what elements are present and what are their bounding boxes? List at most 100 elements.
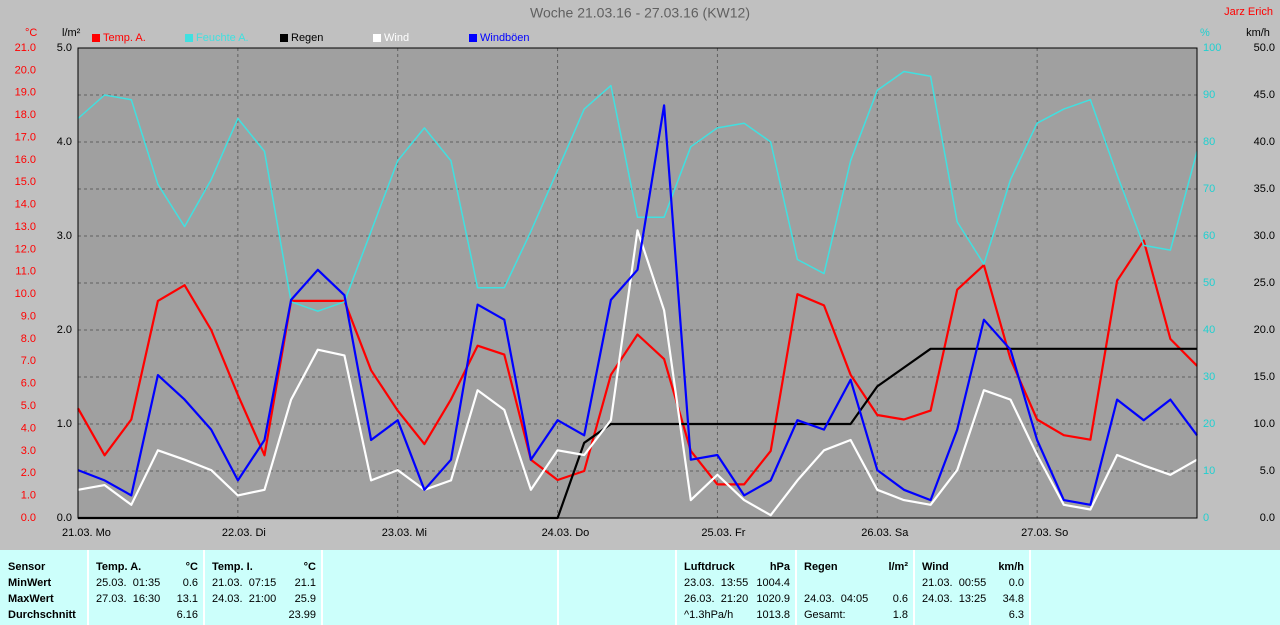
row-label: Durchschnitt [8,609,76,621]
y-tick-label: 1.0 [21,490,36,502]
y-tick-label: 8.0 [21,333,36,345]
cell-value: 13.1 [177,593,198,605]
y-tick-label: 4.0 [21,422,36,434]
cell-value: 21.1 [295,577,316,589]
x-tick-label: 22.03. Di [222,527,266,539]
column-unit: °C [186,561,198,573]
y-tick-label: 1.0 [57,418,72,430]
chart-title: Woche 21.03.16 - 27.03.16 (KW12) [530,5,750,21]
y-tick-label: 45.0 [1254,89,1275,101]
cell-label: 26.03. 21:20 [684,593,748,605]
y-tick-label: 17.0 [15,131,36,143]
series-line [77,70,1198,312]
cell-value: 0.6 [183,577,198,589]
y-tick-label: 7.0 [21,355,36,367]
column-title: Regen [804,561,838,573]
cell-value: 1.8 [893,609,908,621]
column-title: Wind [922,561,949,573]
y-tick-label: 11.0 [15,266,36,278]
cell-value: 0.0 [1009,577,1024,589]
y-tick-label: 25.0 [1254,277,1275,289]
y-tick-label: 80 [1203,136,1215,148]
cell-value: 6.3 [1009,609,1024,621]
y-tick-label: 2.0 [21,467,36,479]
x-tick-label: 25.03. Fr [701,527,745,539]
y-tick-label: 19.0 [15,87,36,99]
series-line [77,229,1198,517]
author: Jarz Erich [1224,6,1273,18]
y-tick-label: 14.0 [15,199,36,211]
y-tick-label: 60 [1203,230,1215,242]
cell-label: ^1.3hPa/h [684,609,733,621]
legend-label: Feuchte A. [196,32,249,44]
cell-label: 27.03. 16:30 [96,593,160,605]
cell-value: 1020.9 [756,593,790,605]
y-tick-label: 6.0 [21,378,36,390]
stats-background [0,550,1280,625]
y-tick-label: 18.0 [15,109,36,121]
y-tick-label: 20 [1203,418,1215,430]
x-tick-label: 27.03. So [1021,527,1068,539]
cell-label: Gesamt: [804,609,846,621]
legend-swatch [469,34,477,42]
cell-value: 1013.8 [756,609,790,621]
y-tick-label: 5.0 [21,400,36,412]
y-tick-label: 50.0 [1254,42,1275,54]
x-tick-label: 24.03. Do [542,527,590,539]
y-tick-label: 100 [1203,42,1221,54]
plot-area [77,47,1198,519]
legend-swatch [280,34,288,42]
row-label: MaxWert [8,593,54,605]
y-tick-label: 12.0 [15,243,36,255]
y-tick-label: 40.0 [1254,136,1275,148]
table-header: Sensor [8,561,46,573]
y-tick-label: 35.0 [1254,183,1275,195]
legend-swatch [185,34,193,42]
y-tick-label: 0.0 [1260,512,1275,524]
y-tick-label: 40 [1203,324,1215,336]
x-tick-label: 21.03. Mo [62,527,111,539]
cell-label: 23.03. 13:55 [684,577,748,589]
y-tick-label: 30.0 [1254,230,1275,242]
column-unit: hPa [770,561,791,573]
axis-unit: l/m² [62,27,81,39]
y-tick-label: 70 [1203,183,1215,195]
legend-swatch [92,34,100,42]
column-title: Luftdruck [684,561,736,573]
y-tick-label: 15.0 [15,176,36,188]
column-title: Temp. I. [212,561,253,573]
cell-value: 1004.4 [756,577,790,589]
y-tick-label: 0 [1203,512,1209,524]
y-tick-label: 0.0 [57,512,72,524]
column-unit: °C [304,561,316,573]
y-tick-label: 2.0 [57,324,72,336]
y-tick-label: 3.0 [57,230,72,242]
y-tick-label: 21.0 [15,42,36,54]
legend-label: Temp. A. [103,32,146,44]
series-line [77,104,1198,506]
cell-value: 6.16 [177,609,198,621]
cell-label: 24.03. 13:25 [922,593,986,605]
x-tick-label: 26.03. Sa [861,527,909,539]
y-tick-label: 50 [1203,277,1215,289]
y-tick-label: 10.0 [1254,418,1275,430]
cell-value: 34.8 [1003,593,1024,605]
axis-unit: °C [25,27,37,39]
y-tick-label: 9.0 [21,310,36,322]
y-tick-label: 20.0 [1254,324,1275,336]
y-tick-label: 20.0 [15,64,36,76]
column-title: Temp. A. [96,561,141,573]
y-tick-label: 13.0 [15,221,36,233]
y-tick-label: 10.0 [15,288,36,300]
y-tick-label: 4.0 [57,136,72,148]
y-tick-label: 15.0 [1254,371,1275,383]
legend-label: Windböen [480,32,530,44]
y-tick-label: 0.0 [21,512,36,524]
column-unit: km/h [998,561,1024,573]
cell-label: 21.03. 00:55 [922,577,986,589]
y-tick-label: 16.0 [15,154,36,166]
cell-label: 24.03. 21:00 [212,593,276,605]
legend-label: Wind [384,32,409,44]
stats-table: Sensor MinWert MaxWert Durchschnitt Temp. A.… [8,550,1031,625]
axis-unit: % [1200,27,1210,39]
